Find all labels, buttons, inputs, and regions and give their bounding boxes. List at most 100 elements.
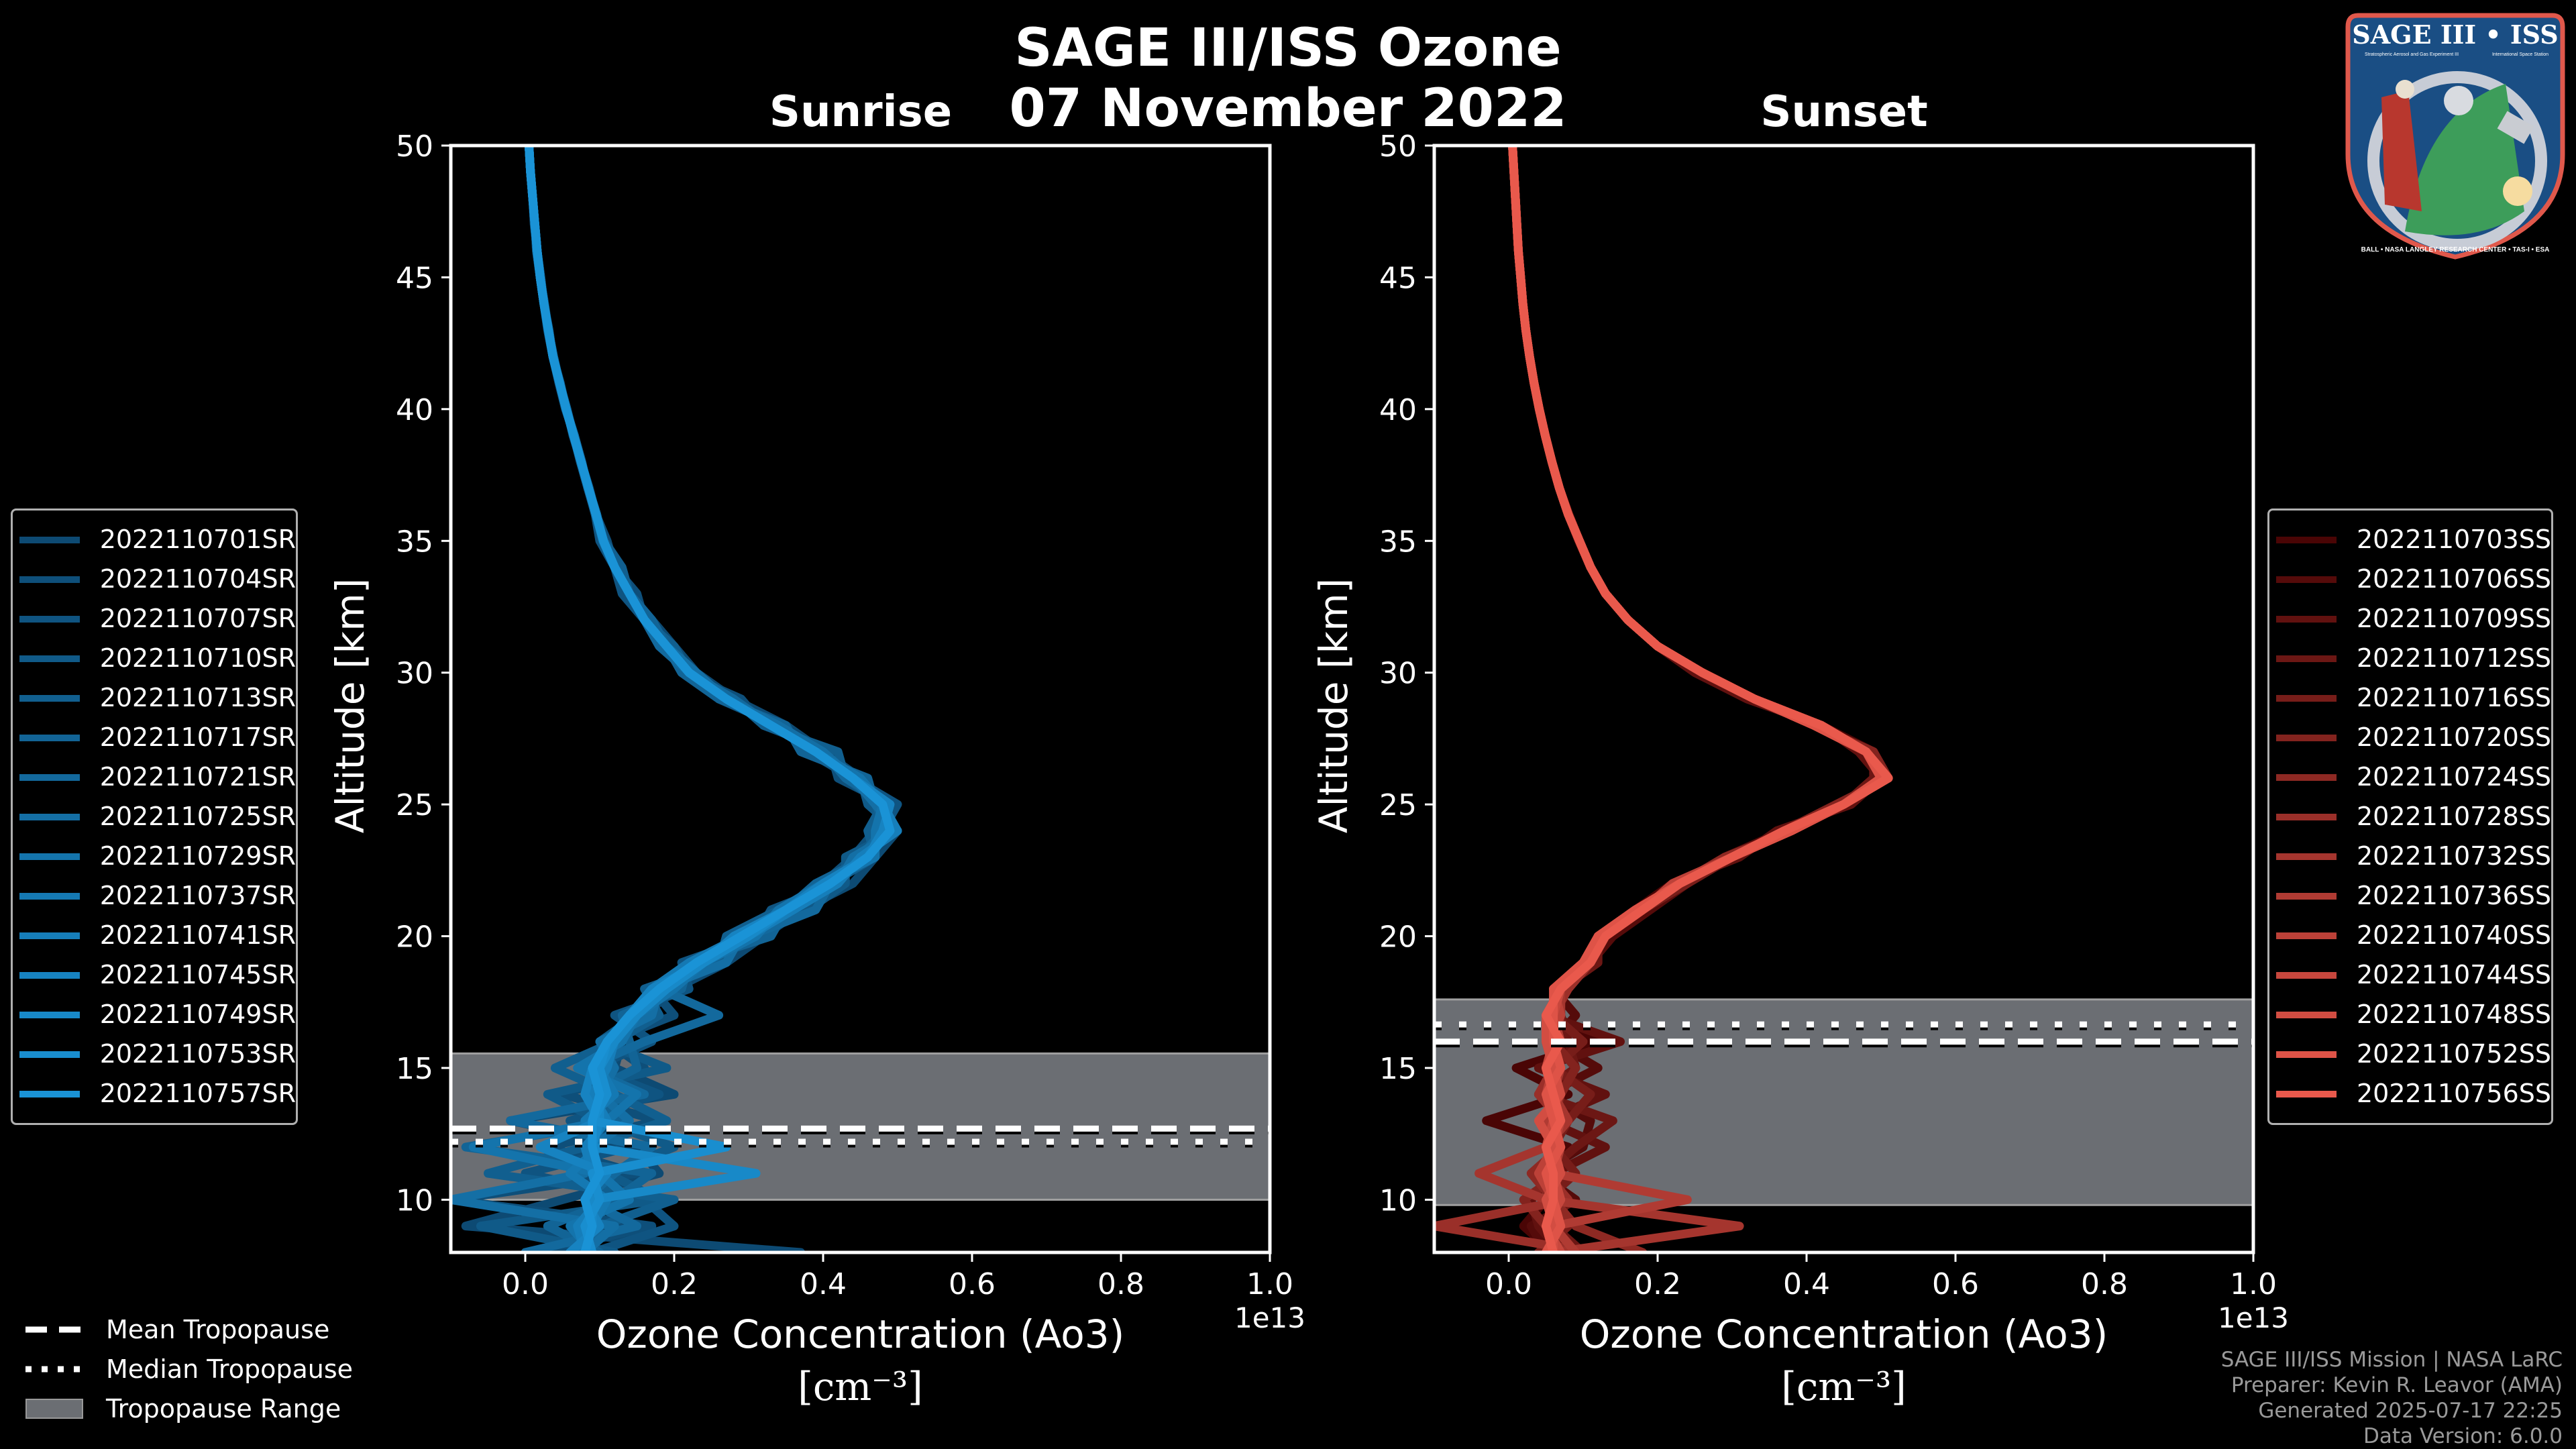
legend-label: 2022110740SS xyxy=(2356,920,2551,950)
legend-item: 2022110701SR xyxy=(13,520,296,559)
legend-label: 2022110721SR xyxy=(99,762,296,792)
legend-line-swatch-icon xyxy=(19,1011,80,1018)
legend-line-swatch-icon xyxy=(19,576,80,583)
legend-line-swatch-icon xyxy=(2276,773,2337,781)
legend-line-swatch-icon xyxy=(2276,655,2337,662)
legend-line-swatch-icon xyxy=(19,734,80,741)
legend-mean-tropopause: Mean Tropopause xyxy=(25,1309,353,1349)
legend-line-swatch-icon xyxy=(19,932,80,939)
legend-label: 2022110737SR xyxy=(99,881,296,910)
x-tick-label: 0.2 xyxy=(651,1267,698,1301)
legend-line-swatch-icon xyxy=(2276,813,2337,820)
footer-mission: SAGE III/ISS Mission | NASA LaRC xyxy=(2220,1348,2563,1372)
legend-label: 2022110709SS xyxy=(2356,604,2551,633)
legend-label: 2022110704SR xyxy=(99,564,296,594)
logo-ring-icon xyxy=(2367,71,2547,251)
legend-label: 2022110716SS xyxy=(2356,683,2551,712)
legend-label: 2022110707SR xyxy=(99,604,296,633)
legend-item: 2022110757SR xyxy=(13,1074,296,1114)
legend-line-swatch-icon xyxy=(19,892,80,900)
x-tick-label: 0.6 xyxy=(1932,1267,1979,1301)
dashed-line-icon xyxy=(25,1326,83,1332)
legend-label: 2022110720SS xyxy=(2356,722,2551,752)
sunset-legend: 2022110703SS 2022110706SS 2022110709SS 2022… xyxy=(2267,508,2553,1125)
y-tick-label: 15 xyxy=(396,1052,433,1086)
x-offset-label: 1e13 xyxy=(2218,1301,2289,1334)
y-tick-label: 50 xyxy=(396,129,433,164)
sunset-plot: 0.0 0.2 0.4 0.6 0.8 1.0 10 15 20 25 30 35 40 45 50 1e13… xyxy=(1311,129,2289,1409)
legend-item: 2022110744SS xyxy=(2269,955,2551,995)
y-tick-label: 45 xyxy=(396,261,433,295)
dotted-line-icon xyxy=(25,1366,83,1372)
legend-item: 2022110741SR xyxy=(13,916,296,955)
y-tick-label: 15 xyxy=(1379,1052,1417,1086)
logo-ring-text: BALL • NASA LANGLEY RESEARCH CENTER • TA… xyxy=(2361,246,2550,254)
legend-item: 2022110710SR xyxy=(13,639,296,678)
legend-label: 2022110744SS xyxy=(2356,960,2551,989)
footer-preparer: Preparer: Kevin R. Leavor (AMA) xyxy=(2231,1373,2563,1397)
legend-item: 2022110716SS xyxy=(2269,678,2551,718)
legend-line-swatch-icon xyxy=(19,1051,80,1058)
x-tick-label: 0.4 xyxy=(800,1267,847,1301)
legend-item: 2022110706SS xyxy=(2269,559,2551,599)
sunrise-plot: 0.0 0.2 0.4 0.6 0.8 1.0 10 15 20 25 30 35 40 45 50 1e13… xyxy=(327,129,1305,1409)
legend-item: 2022110736SS xyxy=(2269,876,2551,916)
sunrise-profiles xyxy=(451,146,902,1252)
y-tick-label: 35 xyxy=(396,525,433,559)
x-offset-label: 1e13 xyxy=(1234,1301,1305,1334)
legend-line-swatch-icon xyxy=(19,655,80,662)
legend-label: 2022110752SS xyxy=(2356,1039,2551,1069)
legend-range-label: Tropopause Range xyxy=(106,1393,341,1424)
legend-label: 2022110757SR xyxy=(99,1079,296,1108)
legend-line-swatch-icon xyxy=(2276,615,2337,623)
legend-line-swatch-icon xyxy=(2276,1011,2337,1018)
legend-line-swatch-icon xyxy=(2276,971,2337,979)
legend-line-swatch-icon xyxy=(19,773,80,781)
legend-label: 2022110732SS xyxy=(2356,841,2551,871)
legend-line-swatch-icon xyxy=(2276,932,2337,939)
legend-item: 2022110709SS xyxy=(2269,599,2551,639)
y-tick-label: 20 xyxy=(1379,920,1417,955)
sun-icon xyxy=(2503,176,2532,206)
legend-label: 2022110713SR xyxy=(99,683,296,712)
legend-item: 2022110717SR xyxy=(13,718,296,757)
profile-2022110756SS xyxy=(1508,146,1893,1252)
footer-data-version: Data Version: 6.0.0 xyxy=(2363,1424,2563,1448)
y-tick-label: 45 xyxy=(1379,261,1417,295)
legend-median-label: Median Tropopause xyxy=(106,1354,353,1384)
legend-line-swatch-icon xyxy=(2276,694,2337,702)
legend-label: 2022110703SS xyxy=(2356,525,2551,554)
legend-label: 2022110736SS xyxy=(2356,881,2551,910)
footer-generated: Generated 2025-07-17 22:25 xyxy=(2258,1399,2563,1423)
x-axis-label: Ozone Concentration (Ao3) xyxy=(596,1311,1125,1357)
legend-label: 2022110753SR xyxy=(99,1039,296,1069)
legend-label: 2022110741SR xyxy=(99,920,296,950)
logo-subtitle-left: Stratospheric Aerosol and Gas Experiment… xyxy=(2365,52,2459,57)
sunset-profiles xyxy=(1434,146,1893,1252)
legend-item: 2022110752SS xyxy=(2269,1034,2551,1074)
legend-line-swatch-icon xyxy=(19,615,80,623)
x-tick-label: 0.8 xyxy=(2081,1267,2128,1301)
legend-item: 2022110753SR xyxy=(13,1034,296,1074)
legend-item: 2022110737SR xyxy=(13,876,296,916)
legend-item: 2022110713SR xyxy=(13,678,296,718)
x-axis-units: [cm⁻³] xyxy=(798,1364,923,1409)
logo-title: SAGE III • ISS xyxy=(2352,19,2558,50)
legend-line-swatch-icon xyxy=(2276,853,2337,860)
legend-line-swatch-icon xyxy=(19,1090,80,1097)
legend-item: 2022110704SR xyxy=(13,559,296,599)
y-tick-label: 25 xyxy=(396,788,433,822)
legend-label: 2022110749SR xyxy=(99,1000,296,1029)
x-tick-label: 0.4 xyxy=(1783,1267,1830,1301)
x-tick-label: 0.2 xyxy=(1634,1267,1681,1301)
legend-label: 2022110728SS xyxy=(2356,802,2551,831)
legend-label: 2022110710SR xyxy=(99,643,296,673)
figure-title-line1: SAGE III/ISS Ozone xyxy=(1014,18,1562,78)
legend-item: 2022110725SR xyxy=(13,797,296,837)
y-axis-label: Altitude [km] xyxy=(327,578,373,833)
y-tick-label: 50 xyxy=(1379,129,1417,164)
earth-icon xyxy=(2405,84,2524,235)
legend-label: 2022110748SS xyxy=(2356,1000,2551,1029)
logo-subtitle-right: International Space Station xyxy=(2492,52,2548,57)
